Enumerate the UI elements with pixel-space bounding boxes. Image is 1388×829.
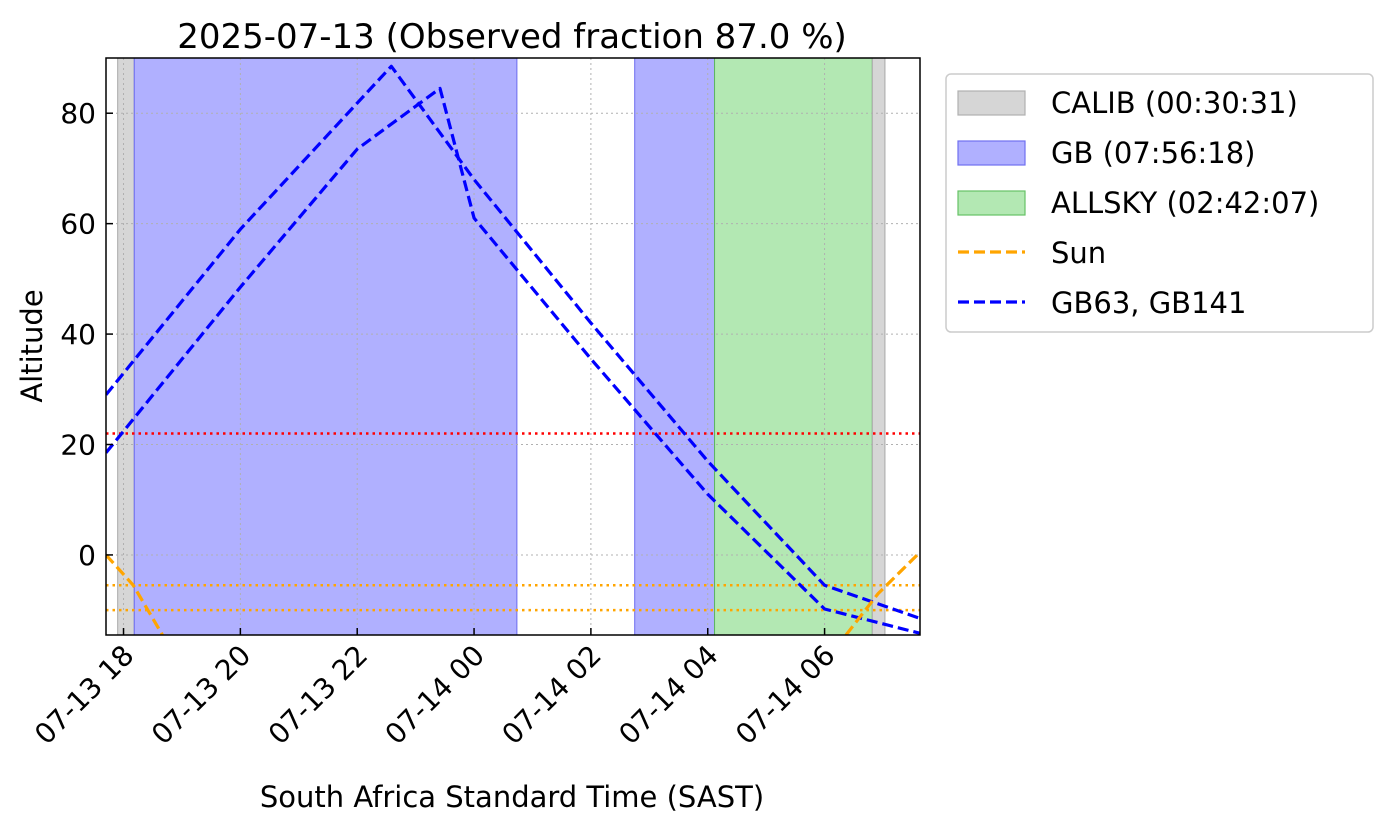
target-line	[106, 86, 920, 635]
legend: CALIB (00:30:31) GB (07:56:18) ALLSKY (02:…	[945, 73, 1374, 333]
x-tick-label: 07-13 18	[28, 639, 140, 751]
y-tick-label: 60	[60, 208, 96, 241]
span-calib	[871, 57, 886, 636]
altitude-series	[106, 64, 920, 635]
y-axis-label: Altitude	[15, 289, 49, 402]
observation-spans	[117, 57, 886, 636]
legend-label: Sun	[1051, 236, 1106, 270]
x-tick-label: 07-14 02	[495, 639, 607, 751]
span-gb	[634, 57, 716, 636]
legend-label: GB (07:56:18)	[1051, 136, 1255, 170]
legend-label: GB63, GB141	[1051, 286, 1246, 320]
x-tick-label: 07-13 22	[262, 639, 374, 751]
legend-swatch	[957, 140, 1026, 166]
y-tick-label: 40	[60, 318, 96, 351]
span-calib	[117, 57, 135, 636]
plot-frame	[105, 57, 921, 636]
threshold-lines	[106, 432, 920, 612]
x-tick-label: 07-14 04	[612, 639, 724, 751]
y-tick-label: 0	[78, 539, 96, 572]
sun-line	[106, 553, 164, 635]
target-line	[106, 64, 920, 620]
grid-lines	[106, 58, 920, 635]
x-tick-label: 07-13 20	[145, 639, 257, 751]
legend-swatch	[957, 190, 1026, 216]
legend-swatch	[957, 90, 1026, 116]
x-tick-label: 07-14 06	[729, 639, 841, 751]
legend-box	[945, 73, 1374, 333]
span-gb	[133, 57, 518, 636]
y-tick-label: 20	[60, 429, 96, 462]
legend-label: ALLSKY (02:42:07)	[1051, 186, 1319, 220]
sun-line	[844, 551, 920, 635]
span-allsky	[714, 57, 873, 636]
legend-label: CALIB (00:30:31)	[1051, 86, 1298, 120]
y-tick-label: 80	[60, 97, 96, 130]
x-axis-label: South Africa Standard Time (SAST)	[260, 780, 764, 814]
chart-title: 2025-07-13 (Observed fraction 87.0 %)	[177, 17, 847, 57]
x-tick-label: 07-14 00	[379, 639, 491, 751]
